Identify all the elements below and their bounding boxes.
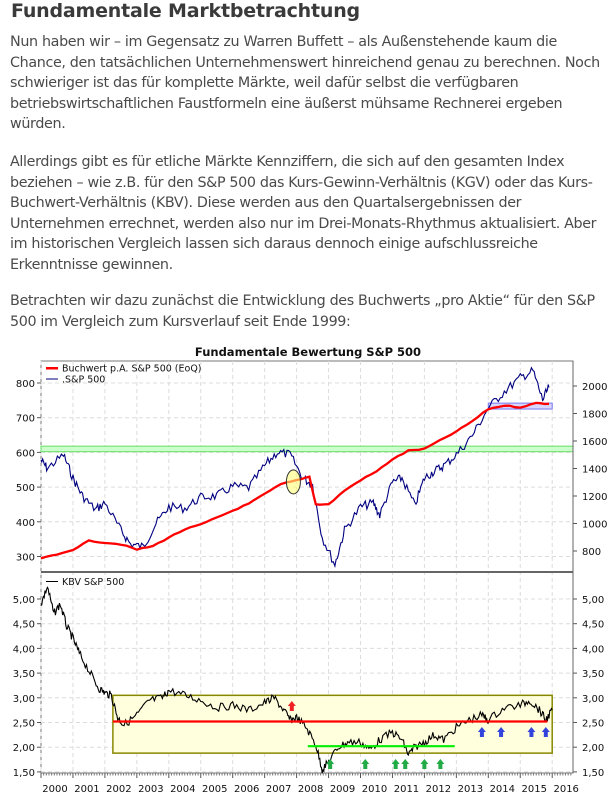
svg-text:1800: 1800 <box>582 410 607 421</box>
svg-text:2000: 2000 <box>582 382 607 393</box>
legend-label-kbv: KBV S&P 500 <box>62 577 124 588</box>
paragraph-1: Nun haben wir – im Gegensatz zu Warren B… <box>10 34 600 132</box>
svg-text:2010: 2010 <box>362 784 387 795</box>
chart-annotations-back <box>40 402 574 754</box>
svg-text:2006: 2006 <box>234 784 259 795</box>
svg-text:500: 500 <box>16 483 35 494</box>
legend-top: Buchwert p.A. S&P 500 (EoQ) .S&P 500 <box>46 364 202 386</box>
svg-text:800: 800 <box>16 379 35 390</box>
chart-axes: 800 700 600 500 400 300 2000 1800 1600 1400 1200 10… <box>13 361 607 795</box>
svg-text:1400: 1400 <box>582 465 607 476</box>
svg-text:4,00: 4,00 <box>582 644 604 655</box>
svg-text:400: 400 <box>16 518 35 529</box>
legend-label-buchwert: Buchwert p.A. S&P 500 (EoQ) <box>62 364 202 375</box>
legend-label-sp500: .S&P 500 <box>62 375 105 386</box>
paragraph-3: Betrachten wir dazu zunächst die Entwick… <box>10 293 595 330</box>
svg-text:2011: 2011 <box>394 784 419 795</box>
legend-bottom: KBV S&P 500 <box>46 577 124 588</box>
svg-text:4,00: 4,00 <box>13 644 35 655</box>
svg-text:2,50: 2,50 <box>13 719 35 730</box>
svg-text:2,00: 2,00 <box>13 743 35 754</box>
svg-text:5,00: 5,00 <box>13 595 35 606</box>
svg-text:2016: 2016 <box>553 784 578 795</box>
svg-text:1600: 1600 <box>582 437 607 448</box>
svg-text:2001: 2001 <box>74 784 99 795</box>
paragraph-2: Allerdings gibt es für etliche Märkte Ke… <box>10 154 597 273</box>
svg-text:300: 300 <box>16 553 35 564</box>
svg-text:3,50: 3,50 <box>13 669 35 680</box>
svg-text:2005: 2005 <box>202 784 227 795</box>
svg-text:2003: 2003 <box>138 784 163 795</box>
top-plot-area <box>40 360 574 573</box>
svg-text:2014: 2014 <box>490 784 515 795</box>
svg-text:2004: 2004 <box>170 784 195 795</box>
legend-swatch-sp500 <box>46 378 58 380</box>
svg-text:2012: 2012 <box>426 784 451 795</box>
chart-title: Fundamentale Bewertung S&P 500 <box>195 345 421 359</box>
svg-text:700: 700 <box>16 414 35 425</box>
svg-text:2015: 2015 <box>522 784 547 795</box>
svg-text:5,00: 5,00 <box>582 595 604 606</box>
svg-text:4,50: 4,50 <box>582 620 604 631</box>
chart-series <box>40 366 553 774</box>
fundamental-chart: Fundamentale Bewertung S&P 500 800 700 600… <box>0 340 614 803</box>
svg-text:1,50: 1,50 <box>582 768 604 779</box>
svg-text:2,50: 2,50 <box>582 719 604 730</box>
svg-text:1000: 1000 <box>582 520 607 531</box>
svg-text:800: 800 <box>582 547 601 558</box>
legend-swatch-buchwert <box>46 367 58 370</box>
svg-text:2007: 2007 <box>266 784 291 795</box>
svg-text:2000: 2000 <box>42 784 67 795</box>
svg-text:2,00: 2,00 <box>582 743 604 754</box>
svg-text:2002: 2002 <box>106 784 131 795</box>
svg-text:3,00: 3,00 <box>582 694 604 705</box>
chart-annotations-front <box>112 469 550 769</box>
svg-text:2008: 2008 <box>298 784 323 795</box>
svg-text:2009: 2009 <box>330 784 355 795</box>
svg-text:1,50: 1,50 <box>13 768 35 779</box>
page-title: Fundamentale Marktbetrachtung <box>11 0 360 22</box>
svg-text:600: 600 <box>16 448 35 459</box>
svg-text:1200: 1200 <box>582 492 607 503</box>
svg-text:2013: 2013 <box>458 784 483 795</box>
svg-text:3,00: 3,00 <box>13 694 35 705</box>
legend-swatch-kbv <box>46 581 58 582</box>
svg-text:4,50: 4,50 <box>13 620 35 631</box>
svg-text:3,50: 3,50 <box>582 669 604 680</box>
